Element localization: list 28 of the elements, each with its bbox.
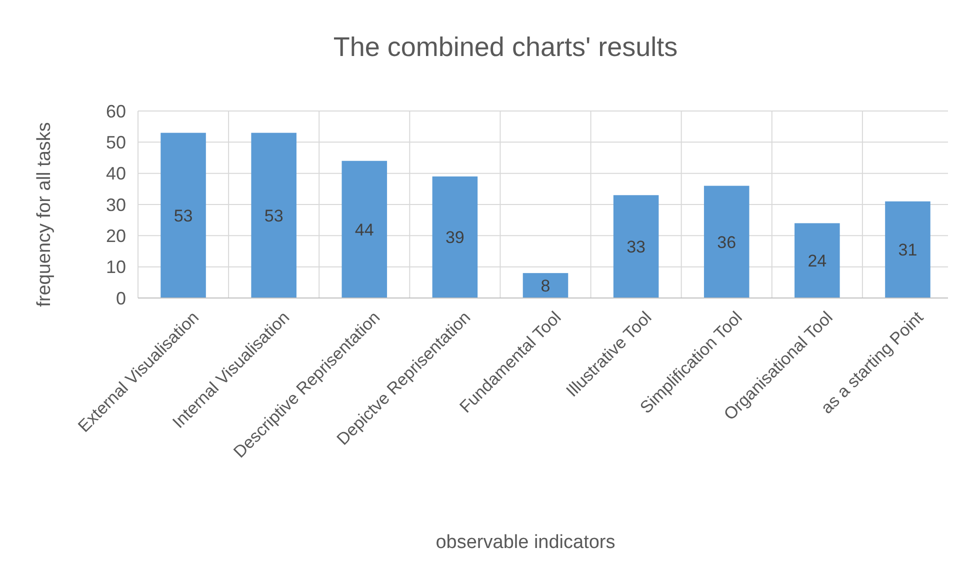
data-label: 36 xyxy=(717,232,736,252)
bar xyxy=(885,201,930,298)
bar xyxy=(432,176,478,298)
y-tick-label: 50 xyxy=(106,132,126,152)
y-tick-label: 30 xyxy=(106,194,126,215)
data-label: 44 xyxy=(354,220,374,240)
data-label: 53 xyxy=(264,206,284,226)
bar xyxy=(342,160,388,298)
bar xyxy=(794,223,840,298)
y-tick-label: 20 xyxy=(106,226,126,246)
data-label: 24 xyxy=(808,252,827,271)
data-label: 31 xyxy=(898,240,918,260)
y-axis-title: frequency for all tasks xyxy=(34,122,55,307)
bar xyxy=(613,195,659,298)
data-label: 8 xyxy=(540,276,550,296)
data-label: 53 xyxy=(174,206,193,226)
bar xyxy=(704,186,750,298)
chart-title: The combined charts' results xyxy=(333,32,678,62)
data-label: 39 xyxy=(445,228,464,248)
bar xyxy=(160,132,206,298)
data-label: 33 xyxy=(626,238,646,257)
bar xyxy=(522,273,568,298)
y-tick-label: 10 xyxy=(106,257,126,278)
y-tick-label: 0 xyxy=(116,288,126,308)
y-tick-label: 60 xyxy=(106,101,126,122)
bar xyxy=(251,132,296,298)
y-tick-label: 40 xyxy=(106,164,126,184)
x-axis-title: observable indicators xyxy=(436,532,616,553)
